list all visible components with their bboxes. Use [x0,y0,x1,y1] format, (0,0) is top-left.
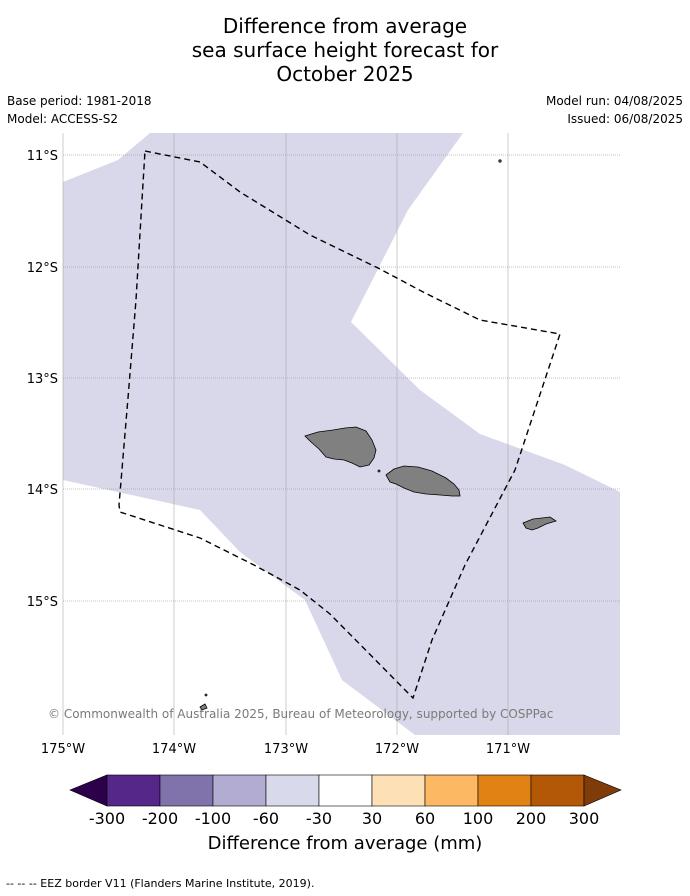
issued-date: Issued: 06/08/2025 [567,112,683,126]
cb-tick-1: -300 [89,809,125,828]
colorbar-bin-6 [371,774,426,807]
colorbar-bin-9 [530,774,585,807]
lat-label-12s: 12°S [27,261,58,276]
lat-label-15s: 15°S [27,595,58,610]
cb-tick-2: -200 [142,809,178,828]
island-southwest [199,703,208,711]
colorbar-bin-5 [318,774,373,807]
colorbar-bin-2 [159,774,214,807]
model-name: Model: ACCESS-S2 [7,112,119,126]
land [199,159,557,711]
eez-legend-note: -- -- -- EEZ border V11 (Flanders Marine… [6,877,315,890]
island-tutuila [522,516,557,531]
colorbar [69,774,622,807]
colorbar-bin-7 [424,774,479,807]
lon-label-171w: 171°W [486,742,530,757]
lon-label-173w: 173°W [264,742,308,757]
lon-label-174w: 174°W [152,742,196,757]
title-line-3: October 2025 [276,62,414,86]
lat-label-11s: 11°S [27,149,58,164]
colorbar-extend-right [583,774,622,807]
island-upolu [385,465,461,497]
title-line-2: sea surface height forecast for [191,38,499,62]
meta-left: Base period: 1981-2018 Model: ACCESS-S2 [7,94,152,130]
cb-tick-10: 300 [569,809,600,828]
map-title: Difference from average sea surface heig… [0,14,690,86]
lat-label-13s: 13°S [27,372,58,387]
cb-tick-7: 60 [415,809,435,828]
copyright-text: © Commonwealth of Australia 2025, Bureau… [48,707,553,721]
lat-labels: 11°S 12°S 13°S 14°S 15°S [27,149,58,610]
islet-southwest [204,693,208,697]
colorbar-title: Difference from average (mm) [207,833,483,854]
colorbar-extend-left [69,774,108,807]
meta-right: Model run: 04/08/2025 Issued: 06/08/2025 [546,94,683,130]
model-run: Model run: 04/08/2025 [545,94,683,108]
lon-label-172w: 172°W [375,742,419,757]
title-line-1: Difference from average [222,14,468,38]
cb-tick-4: -60 [253,809,279,828]
eez-border [118,150,561,700]
graticule [62,133,620,735]
lat-label-14s: 14°S [27,483,58,498]
cb-tick-8: 100 [463,809,494,828]
islet-north [498,159,502,163]
lon-label-175w: 175°W [41,742,85,757]
colorbar-tick-labels: -300 -200 -100 -60 -30 30 60 100 200 300 [89,809,599,828]
colorbar-bin-8 [477,774,532,807]
base-period: Base period: 1981-2018 [7,94,152,108]
cb-tick-9: 200 [516,809,547,828]
colorbar-bin-3 [212,774,267,807]
lon-labels: 175°W 174°W 173°W 172°W 171°W [41,742,530,757]
islet-apolima [377,469,381,473]
colorbar-bin-4 [265,774,320,807]
colorbar-bin-1 [106,774,161,807]
cb-tick-3: -100 [195,809,231,828]
cb-tick-5: -30 [306,809,332,828]
island-savaii [304,426,377,468]
cb-tick-6: 30 [362,809,382,828]
